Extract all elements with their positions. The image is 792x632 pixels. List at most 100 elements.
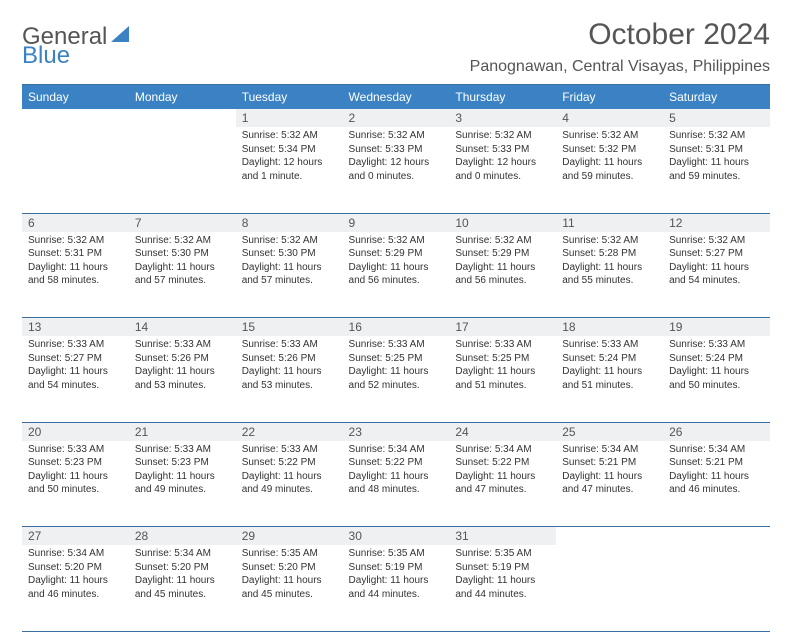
sunrise-text: Sunrise: 5:33 AM <box>669 338 764 352</box>
day-cell-body: Sunrise: 5:34 AMSunset: 5:21 PMDaylight:… <box>556 441 663 503</box>
day-cell-body: Sunrise: 5:34 AMSunset: 5:20 PMDaylight:… <box>22 545 129 607</box>
week-row: Sunrise: 5:32 AMSunset: 5:31 PMDaylight:… <box>22 232 770 318</box>
day-number <box>556 527 663 546</box>
day-header: Friday <box>556 85 663 110</box>
day-cell-body: Sunrise: 5:32 AMSunset: 5:27 PMDaylight:… <box>663 232 770 294</box>
sunset-text: Sunset: 5:20 PM <box>28 561 123 575</box>
day-number: 10 <box>449 213 556 232</box>
daynum-row: 12345 <box>22 109 770 127</box>
day-header: Wednesday <box>343 85 450 110</box>
sunrise-text: Sunrise: 5:33 AM <box>455 338 550 352</box>
day-number: 20 <box>22 422 129 441</box>
daylight-text: Daylight: 11 hours and 53 minutes. <box>242 365 337 392</box>
daylight-text: Daylight: 11 hours and 58 minutes. <box>28 261 123 288</box>
sunrise-text: Sunrise: 5:34 AM <box>669 443 764 457</box>
day-number: 27 <box>22 527 129 546</box>
day-header: Monday <box>129 85 236 110</box>
sunrise-text: Sunrise: 5:32 AM <box>669 129 764 143</box>
day-number: 16 <box>343 318 450 337</box>
sunset-text: Sunset: 5:20 PM <box>135 561 230 575</box>
daylight-text: Daylight: 11 hours and 46 minutes. <box>669 470 764 497</box>
sunrise-text: Sunrise: 5:34 AM <box>562 443 657 457</box>
day-number: 5 <box>663 109 770 127</box>
sunset-text: Sunset: 5:25 PM <box>349 352 444 366</box>
daynum-row: 2728293031 <box>22 527 770 546</box>
sunrise-text: Sunrise: 5:33 AM <box>562 338 657 352</box>
daylight-text: Daylight: 11 hours and 45 minutes. <box>135 574 230 601</box>
day-cell-body: Sunrise: 5:32 AMSunset: 5:32 PMDaylight:… <box>556 127 663 189</box>
day-number: 23 <box>343 422 450 441</box>
day-cell-body: Sunrise: 5:33 AMSunset: 5:23 PMDaylight:… <box>129 441 236 503</box>
day-number: 26 <box>663 422 770 441</box>
daylight-text: Daylight: 11 hours and 59 minutes. <box>562 156 657 183</box>
day-cell-body: Sunrise: 5:33 AMSunset: 5:25 PMDaylight:… <box>449 336 556 398</box>
header: General October 2024 Panognawan, Central… <box>22 18 770 76</box>
sunset-text: Sunset: 5:28 PM <box>562 247 657 261</box>
day-number: 21 <box>129 422 236 441</box>
day-cell: Sunrise: 5:32 AMSunset: 5:28 PMDaylight:… <box>556 232 663 318</box>
day-number <box>663 527 770 546</box>
sunset-text: Sunset: 5:21 PM <box>562 456 657 470</box>
sunrise-text: Sunrise: 5:32 AM <box>349 234 444 248</box>
day-number: 25 <box>556 422 663 441</box>
day-number <box>22 109 129 127</box>
daylight-text: Daylight: 11 hours and 57 minutes. <box>242 261 337 288</box>
day-cell: Sunrise: 5:32 AMSunset: 5:29 PMDaylight:… <box>449 232 556 318</box>
day-cell: Sunrise: 5:32 AMSunset: 5:29 PMDaylight:… <box>343 232 450 318</box>
day-number: 14 <box>129 318 236 337</box>
sunset-text: Sunset: 5:26 PM <box>242 352 337 366</box>
day-cell-body: Sunrise: 5:33 AMSunset: 5:23 PMDaylight:… <box>22 441 129 503</box>
sunrise-text: Sunrise: 5:34 AM <box>455 443 550 457</box>
sunset-text: Sunset: 5:21 PM <box>669 456 764 470</box>
day-cell: Sunrise: 5:32 AMSunset: 5:34 PMDaylight:… <box>236 127 343 213</box>
day-number: 4 <box>556 109 663 127</box>
daylight-text: Daylight: 11 hours and 51 minutes. <box>562 365 657 392</box>
day-cell: Sunrise: 5:32 AMSunset: 5:31 PMDaylight:… <box>22 232 129 318</box>
sunrise-text: Sunrise: 5:35 AM <box>242 547 337 561</box>
day-cell: Sunrise: 5:32 AMSunset: 5:33 PMDaylight:… <box>343 127 450 213</box>
day-cell: Sunrise: 5:32 AMSunset: 5:27 PMDaylight:… <box>663 232 770 318</box>
day-number: 15 <box>236 318 343 337</box>
week-row: Sunrise: 5:33 AMSunset: 5:27 PMDaylight:… <box>22 336 770 422</box>
day-number: 12 <box>663 213 770 232</box>
daylight-text: Daylight: 11 hours and 55 minutes. <box>562 261 657 288</box>
day-cell: Sunrise: 5:34 AMSunset: 5:21 PMDaylight:… <box>556 441 663 527</box>
day-cell: Sunrise: 5:33 AMSunset: 5:25 PMDaylight:… <box>343 336 450 422</box>
day-cell: Sunrise: 5:35 AMSunset: 5:20 PMDaylight:… <box>236 545 343 631</box>
day-header: Tuesday <box>236 85 343 110</box>
sunset-text: Sunset: 5:22 PM <box>242 456 337 470</box>
logo-word2: Blue <box>22 42 70 70</box>
sunrise-text: Sunrise: 5:33 AM <box>135 338 230 352</box>
sunrise-text: Sunrise: 5:32 AM <box>242 234 337 248</box>
day-cell-body: Sunrise: 5:32 AMSunset: 5:33 PMDaylight:… <box>449 127 556 189</box>
daylight-text: Daylight: 11 hours and 52 minutes. <box>349 365 444 392</box>
day-cell: Sunrise: 5:32 AMSunset: 5:31 PMDaylight:… <box>663 127 770 213</box>
sunset-text: Sunset: 5:25 PM <box>455 352 550 366</box>
day-cell: Sunrise: 5:34 AMSunset: 5:20 PMDaylight:… <box>22 545 129 631</box>
daylight-text: Daylight: 11 hours and 46 minutes. <box>28 574 123 601</box>
calendar-table: SundayMondayTuesdayWednesdayThursdayFrid… <box>22 84 770 632</box>
day-number: 22 <box>236 422 343 441</box>
day-cell: Sunrise: 5:34 AMSunset: 5:22 PMDaylight:… <box>343 441 450 527</box>
day-cell: Sunrise: 5:33 AMSunset: 5:23 PMDaylight:… <box>22 441 129 527</box>
day-cell-body: Sunrise: 5:32 AMSunset: 5:29 PMDaylight:… <box>449 232 556 294</box>
sunset-text: Sunset: 5:24 PM <box>669 352 764 366</box>
daylight-text: Daylight: 11 hours and 47 minutes. <box>455 470 550 497</box>
sunrise-text: Sunrise: 5:32 AM <box>349 129 444 143</box>
sunset-text: Sunset: 5:29 PM <box>349 247 444 261</box>
day-cell-body: Sunrise: 5:32 AMSunset: 5:34 PMDaylight:… <box>236 127 343 189</box>
day-cell-body: Sunrise: 5:33 AMSunset: 5:26 PMDaylight:… <box>236 336 343 398</box>
daynum-row: 6789101112 <box>22 213 770 232</box>
daynum-row: 13141516171819 <box>22 318 770 337</box>
sunrise-text: Sunrise: 5:32 AM <box>455 129 550 143</box>
sunset-text: Sunset: 5:31 PM <box>28 247 123 261</box>
sunrise-text: Sunrise: 5:34 AM <box>28 547 123 561</box>
sunset-text: Sunset: 5:32 PM <box>562 143 657 157</box>
day-cell <box>663 545 770 631</box>
sunrise-text: Sunrise: 5:32 AM <box>669 234 764 248</box>
daylight-text: Daylight: 11 hours and 56 minutes. <box>349 261 444 288</box>
sunset-text: Sunset: 5:22 PM <box>455 456 550 470</box>
sunrise-text: Sunrise: 5:32 AM <box>455 234 550 248</box>
day-number: 17 <box>449 318 556 337</box>
daylight-text: Daylight: 12 hours and 0 minutes. <box>455 156 550 183</box>
